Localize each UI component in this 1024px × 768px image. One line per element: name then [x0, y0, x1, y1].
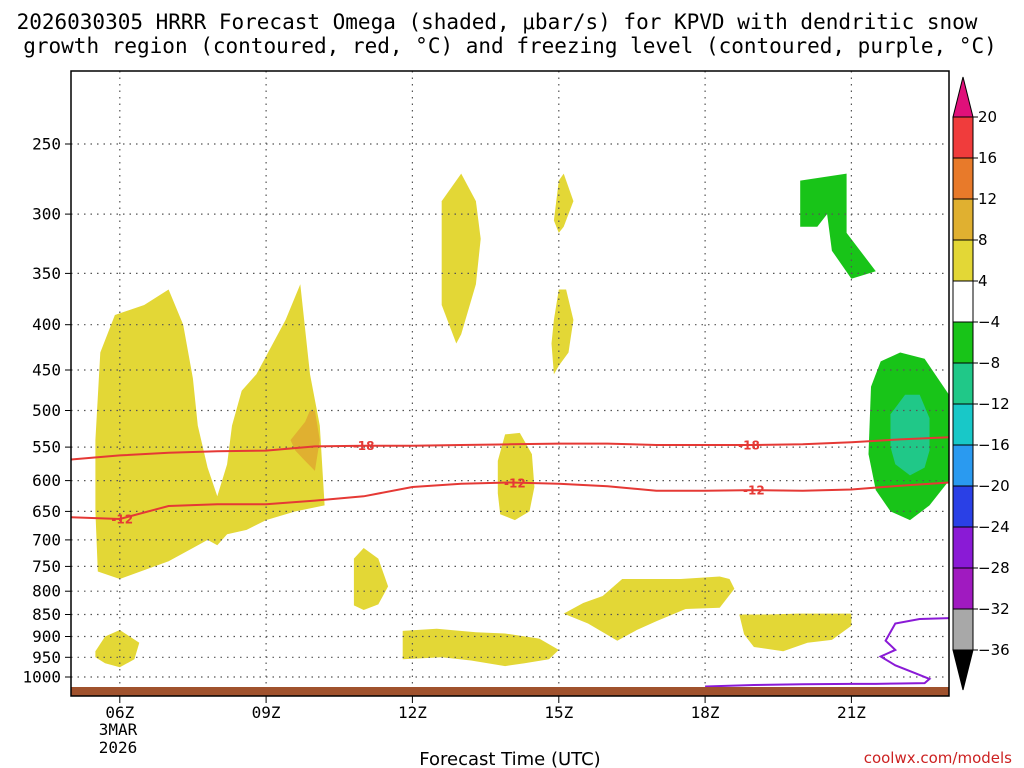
- colorbar-label-6: −8: [978, 354, 1000, 372]
- x-axis-time: 06Z 09Z 12Z 15Z 18Z 21Z: [105, 696, 866, 722]
- colorbar-swatch-0: [952, 116, 974, 159]
- colorbar-swatch-10: [952, 526, 974, 569]
- colorbar-swatch-8: [952, 444, 974, 487]
- colorbar-label-10: −24: [978, 518, 1010, 536]
- x-tick-label-3: 15Z: [544, 703, 573, 722]
- shaded-yellow-left-plume: [95, 284, 325, 579]
- gridlines: [71, 71, 949, 696]
- shaded-yellow-14z: [497, 432, 535, 521]
- plot-frame: [70, 70, 950, 697]
- shaded-teal-right-core: [890, 394, 930, 476]
- y-tick-label-1: 300: [32, 205, 61, 224]
- terrain-band: [71, 687, 949, 696]
- shaded-orange-core: [290, 410, 320, 471]
- x-tick-label-1: 09Z: [252, 703, 281, 722]
- omega-shaded-regions: [95, 173, 949, 668]
- colorbar-top-cap: [952, 76, 974, 118]
- colorbar-label-13: −36: [978, 641, 1010, 659]
- y-tick-label-7: 600: [32, 471, 61, 490]
- y-tick-label-11: 800: [32, 582, 61, 601]
- y-tick-label-6: 550: [32, 438, 61, 457]
- colorbar-swatch-5: [952, 321, 974, 364]
- colorbar-label-2: 12: [978, 190, 997, 208]
- colorbar-label-7: −12: [978, 395, 1010, 413]
- shaded-yellow-15z-upper: [553, 173, 574, 233]
- shaded-yellow-small-06z: [95, 630, 140, 668]
- shaded-green-upper-right: [800, 173, 876, 279]
- y-tick-label-2: 350: [32, 264, 61, 283]
- x-tick-label-2: 12Z: [398, 703, 427, 722]
- contour-label-dgz-minus-12: -12: [111, 512, 133, 526]
- colorbar-label-1: 16: [978, 149, 997, 167]
- contour-freezing-level: [705, 617, 949, 688]
- contour-label-dgz-minus-18: -18: [353, 439, 375, 453]
- colorbar-swatch-1: [952, 157, 974, 200]
- colorbar-label-8: −16: [978, 436, 1010, 454]
- y-tick-label-10: 750: [32, 557, 61, 576]
- colorbar: 20 16 12 8 4 −4 −8 −12 −16 −20 −24 −28 −32 −36: [952, 76, 1010, 691]
- y-axis-pressure: 250 300 350 400 450 500 550 600 650 700 750 800 850 9…: [22, 135, 71, 687]
- y-tick-label-3: 400: [32, 315, 61, 334]
- x-tick-label-5: 21Z: [837, 703, 866, 722]
- shaded-yellow-16z-17z: [563, 576, 735, 641]
- y-tick-label-9: 700: [32, 530, 61, 549]
- colorbar-swatch-6: [952, 362, 974, 405]
- colorbar-swatch-9: [952, 485, 974, 528]
- y-tick-label-14: 950: [32, 648, 61, 667]
- contour-label-dgz-minus-18: -18: [738, 439, 760, 453]
- colorbar-label-9: −20: [978, 477, 1010, 495]
- y-tick-label-4: 450: [32, 361, 61, 380]
- contour-dgz-minus-12: [71, 481, 949, 521]
- colorbar-swatch-3: [952, 239, 974, 282]
- colorbar-label-11: −28: [978, 559, 1010, 577]
- credit-label: coolwx.com/models: [864, 749, 1012, 767]
- colorbar-label-3: 8: [978, 231, 988, 249]
- shaded-yellow-15z-mid: [551, 289, 574, 375]
- colorbar-swatch-11: [952, 567, 974, 610]
- colorbar-label-12: −32: [978, 600, 1010, 618]
- terrain-fill: [71, 687, 949, 696]
- colorbar-swatch-4: [952, 280, 974, 323]
- x-date-label-day: 3MAR: [99, 720, 138, 739]
- contour-label-dgz-minus-12: -12: [743, 484, 765, 498]
- y-tick-label-0: 250: [32, 135, 61, 154]
- colorbar-bottom-cap: [952, 649, 974, 691]
- y-tick-label-13: 900: [32, 627, 61, 646]
- contour-lines: -18 -18 -12 -12 -12: [71, 436, 949, 688]
- x-tick-label-4: 18Z: [691, 703, 720, 722]
- shaded-yellow-11z: [353, 548, 389, 610]
- shaded-yellow-19z-20z: [739, 613, 852, 652]
- colorbar-label-5: −4: [978, 313, 1000, 331]
- y-tick-label-8: 650: [32, 502, 61, 521]
- x-date-label-year: 2026: [99, 738, 138, 757]
- chart-title-line1: 2026030305 HRRR Forecast Omega (shaded, …: [17, 10, 978, 34]
- contour-dgz-minus-18: [71, 436, 949, 461]
- colorbar-label-0: 20: [978, 108, 997, 126]
- contour-label-dgz-minus-12: -12: [504, 477, 526, 491]
- shaded-yellow-low-band: [402, 628, 559, 667]
- chart-title-line2: growth region (contoured, red, °C) and f…: [23, 34, 997, 58]
- colorbar-swatch-12: [952, 608, 974, 651]
- x-tick-label-0: 06Z: [105, 703, 134, 722]
- shaded-yellow-tall-13z: [441, 173, 481, 344]
- y-tick-label-12: 850: [32, 605, 61, 624]
- colorbar-swatch-2: [952, 198, 974, 241]
- x-axis-label: Forecast Time (UTC): [419, 749, 600, 768]
- y-tick-label-15: 1000: [22, 668, 61, 687]
- colorbar-swatch-7: [952, 403, 974, 446]
- colorbar-label-4: 4: [978, 272, 988, 290]
- y-tick-label-5: 500: [32, 401, 61, 420]
